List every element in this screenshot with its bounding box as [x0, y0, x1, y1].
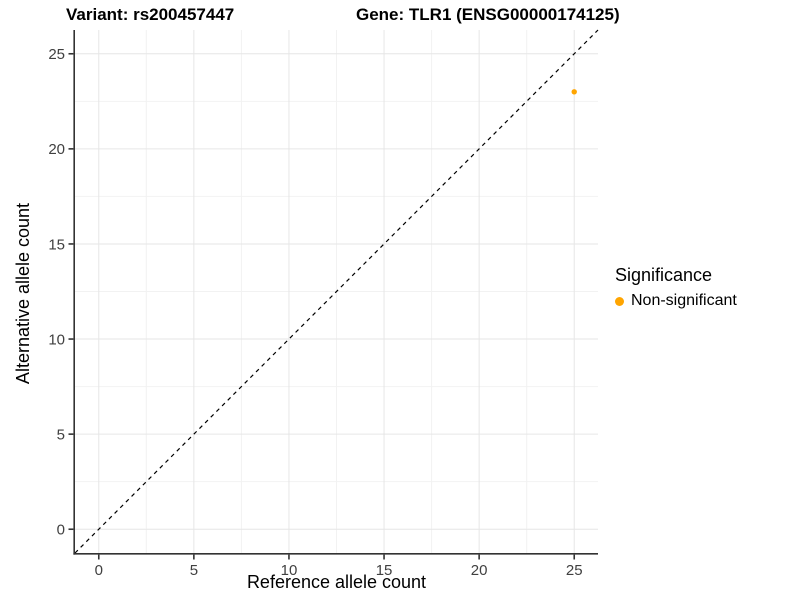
gene-title: Gene: TLR1 (ENSG00000174125) — [356, 5, 620, 24]
y-axis-title: Alternative allele count — [13, 202, 33, 385]
y-tick-label: 5 — [57, 426, 65, 443]
data-point — [571, 89, 577, 95]
y-tick-label: 25 — [48, 46, 65, 63]
x-tick-label: 5 — [190, 562, 198, 579]
y-tick-label: 0 — [57, 522, 65, 539]
legend-item-label: Non-significant — [631, 292, 737, 309]
x-tick-label: 10 — [281, 562, 298, 579]
legend-point-icon — [615, 296, 624, 306]
x-tick-label: 25 — [566, 562, 583, 579]
x-tick-label: 20 — [471, 562, 488, 579]
x-axis-title: Reference allele count — [246, 572, 427, 592]
y-tick-label: 10 — [48, 331, 65, 348]
legend-item: Non-significant — [615, 292, 737, 310]
y-tick-label: 15 — [48, 236, 65, 253]
x-tick-label: 15 — [376, 562, 393, 579]
legend: Significance Non-significant — [615, 265, 737, 310]
legend-title: Significance — [615, 265, 713, 285]
y-tick-label: 20 — [48, 141, 65, 158]
identity-dashed-line — [74, 29, 599, 554]
x-tick-label: 0 — [95, 562, 103, 579]
variant-title: Variant: rs200457447 — [66, 5, 235, 24]
